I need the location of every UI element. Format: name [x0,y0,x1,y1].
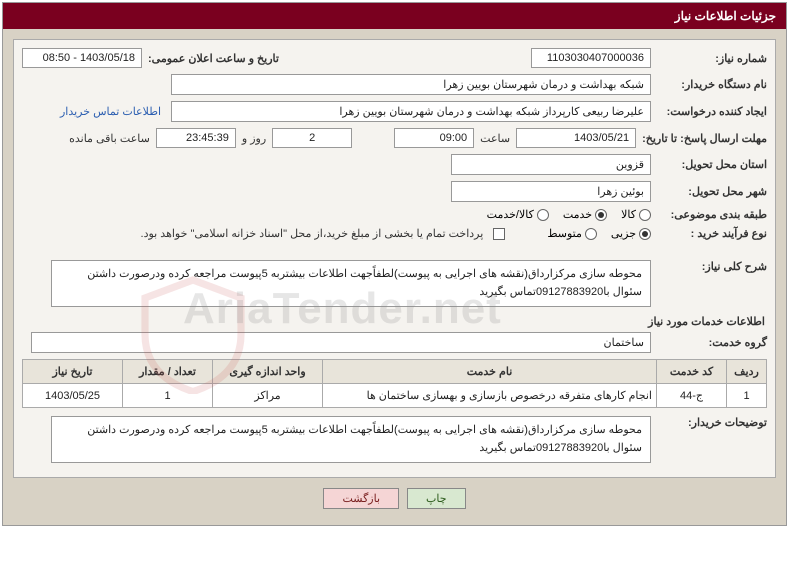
radio-circle-icon [537,209,549,221]
radio-circle-selected-icon [595,209,607,221]
radio-service-label: خدمت [563,208,592,221]
row-general-desc: شرح کلی نیاز: محوطه سازی مرکزارداق(نقشه … [22,260,767,307]
buyer-contact-link[interactable]: اطلاعات تماس خریدار [60,105,161,118]
row-purchase-type: نوع فرآیند خرید : جزیی متوسط پرداخت تمام… [22,227,767,240]
field-countdown: 23:45:39 [156,128,236,148]
radio-partial[interactable]: جزیی [611,227,651,240]
button-row: چاپ بازگشت [13,478,776,515]
field-days-left: 2 [272,128,352,148]
row-buyer-org: نام دستگاه خریدار: شبکه بهداشت و درمان ش… [22,74,767,95]
label-service-group: گروه خدمت: [657,336,767,349]
field-delivery-province: قزوین [451,154,651,175]
subject-class-radios: کالا خدمت کالا/خدمت [487,208,651,221]
label-buyer-notes: توضیحات خریدار: [657,416,767,429]
radio-medium-label: متوسط [547,227,582,240]
label-services-info: اطلاعات خدمات مورد نیاز [22,315,767,328]
td-row: 1 [727,384,767,408]
row-need-number: شماره نیاز: 1103030407000036 تاریخ و ساع… [22,48,767,68]
label-purchase-type: نوع فرآیند خرید : [657,227,767,240]
field-buyer-org: شبکه بهداشت و درمان شهرستان بویین زهرا [171,74,651,95]
th-qty: تعداد / مقدار [123,360,213,384]
detail-box: شماره نیاز: 1103030407000036 تاریخ و ساع… [13,39,776,478]
radio-goods-service[interactable]: کالا/خدمت [487,208,549,221]
radio-goods[interactable]: کالا [621,208,651,221]
row-buyer-notes: توضیحات خریدار: محوطه سازی مرکزارداق(نقش… [22,416,767,463]
th-service-name: نام خدمت [323,360,657,384]
label-requester: ایجاد کننده درخواست: [657,105,767,118]
td-qty: 1 [123,384,213,408]
field-requester: علیرضا ربیعی کارپرداز شبکه بهداشت و درما… [171,101,651,122]
label-days-and: روز و [242,132,266,145]
td-need-date: 1403/05/25 [23,384,123,408]
th-unit: واحد اندازه گیری [213,360,323,384]
radio-medium[interactable]: متوسط [547,227,597,240]
back-button[interactable]: بازگشت [323,488,399,509]
label-deadline: مهلت ارسال پاسخ: تا تاریخ: [642,132,767,145]
label-delivery-province: استان محل تحویل: [657,158,767,171]
row-requester: ایجاد کننده درخواست: علیرضا ربیعی کارپرد… [22,101,767,122]
field-general-desc: محوطه سازی مرکزارداق(نقشه های اجرایی به … [51,260,651,307]
services-table-wrap: ردیف کد خدمت نام خدمت واحد اندازه گیری ت… [22,359,767,408]
field-buyer-notes: محوطه سازی مرکزارداق(نقشه های اجرایی به … [51,416,651,463]
label-time-word: ساعت [480,132,510,145]
print-button[interactable]: چاپ [407,488,466,509]
row-service-group: گروه خدمت: ساختمان [22,332,767,353]
payment-note: پرداخت تمام یا بخشی از مبلغ خرید،از محل … [141,227,484,240]
field-deadline-date: 1403/05/21 [516,128,636,148]
row-province: استان محل تحویل: قزوین [22,154,767,175]
label-time-remaining: ساعت باقی مانده [69,132,150,145]
field-deadline-time: 09:00 [394,128,474,148]
purchase-type-radios: جزیی متوسط [547,227,651,240]
label-buyer-org: نام دستگاه خریدار: [657,78,767,91]
radio-partial-label: جزیی [611,227,636,240]
label-announce-datetime: تاریخ و ساعت اعلان عمومی: [148,52,288,65]
td-unit: مراکز [213,384,323,408]
th-row: ردیف [727,360,767,384]
table-header-row: ردیف کد خدمت نام خدمت واحد اندازه گیری ت… [23,360,767,384]
label-delivery-city: شهر محل تحویل: [657,185,767,198]
th-service-code: کد خدمت [657,360,727,384]
content-area: AriaTender.net شماره نیاز: 1103030407000… [3,29,786,525]
row-city: شهر محل تحویل: بوئین زهرا [22,181,767,202]
field-delivery-city: بوئین زهرا [451,181,651,202]
radio-service[interactable]: خدمت [563,208,607,221]
field-need-number: 1103030407000036 [531,48,651,68]
label-general-desc: شرح کلی نیاز: [657,260,767,273]
td-service-code: ج-44 [657,384,727,408]
page-title: جزئیات اطلاعات نیاز [3,3,786,29]
radio-circle-icon [639,209,651,221]
field-service-group: ساختمان [31,332,651,353]
label-subject-class: طبقه بندی موضوعی: [657,208,767,221]
payment-checkbox[interactable] [493,228,505,240]
td-service-name: انجام کارهای متفرقه درخصوص بازسازی و بهس… [323,384,657,408]
radio-goods-service-label: کالا/خدمت [487,208,534,221]
row-deadline: مهلت ارسال پاسخ: تا تاریخ: 1403/05/21 سا… [22,128,767,148]
radio-circle-selected-icon [639,228,651,240]
radio-goods-label: کالا [621,208,636,221]
field-announce-datetime: 1403/05/18 - 08:50 [22,48,142,68]
row-subject-class: طبقه بندی موضوعی: کالا خدمت کالا/خدمت [22,208,767,221]
th-need-date: تاریخ نیاز [23,360,123,384]
radio-circle-icon [585,228,597,240]
main-container: جزئیات اطلاعات نیاز AriaTender.net شماره… [2,2,787,526]
services-table: ردیف کد خدمت نام خدمت واحد اندازه گیری ت… [22,359,767,408]
table-row: 1 ج-44 انجام کارهای متفرقه درخصوص بازساز… [23,384,767,408]
label-need-number: شماره نیاز: [657,52,767,65]
